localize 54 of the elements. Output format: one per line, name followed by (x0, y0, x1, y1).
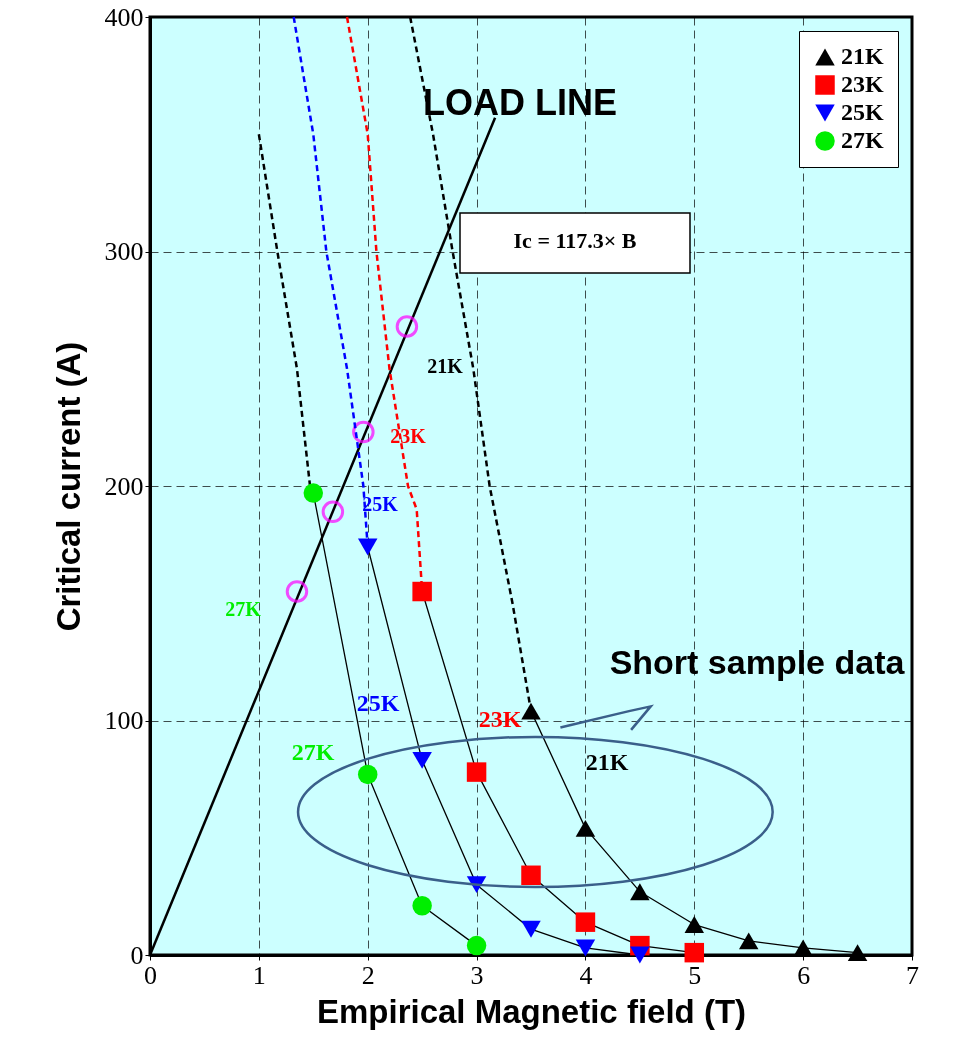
point (521, 865, 541, 886)
annotation: 25K (356, 690, 400, 716)
x-tick-label: 2 (361, 960, 375, 990)
x-tick-label: 3 (470, 960, 484, 990)
x-tick-label: 7 (906, 960, 919, 990)
annotation: LOAD LINE (423, 82, 617, 123)
point (321, 500, 345, 524)
annotation: Ic = 117.3× B (513, 228, 637, 254)
x-tick-label: 4 (579, 960, 593, 990)
annotation: 25K (362, 493, 399, 515)
point (285, 580, 309, 603)
x-axis-title: Empirical Magnetic field (T) (316, 992, 747, 1030)
point (630, 946, 650, 964)
point (793, 939, 813, 957)
annotation: 23K (390, 425, 427, 447)
x-tick-label: 5 (688, 960, 702, 990)
point (847, 944, 868, 962)
annotation: 27K (225, 598, 262, 620)
point (575, 939, 596, 957)
legend-label: 25K (841, 99, 884, 125)
point (575, 819, 596, 837)
point (395, 315, 419, 338)
point (466, 935, 487, 956)
legend-label: 21K (841, 43, 884, 69)
point (684, 916, 705, 933)
legend-label: 23K (841, 71, 884, 97)
point (412, 751, 432, 769)
point (357, 538, 378, 556)
point (738, 932, 759, 950)
point (521, 920, 541, 938)
y-tick-label: 300 (104, 237, 144, 266)
point (575, 912, 596, 932)
point (352, 420, 375, 444)
legend-label: 27K (841, 127, 884, 153)
annotation: 27K (291, 739, 335, 765)
point (466, 762, 487, 782)
y-axis-title: Critical current (A) (49, 341, 87, 632)
y-tick-label: 400 (104, 2, 144, 32)
point (357, 764, 378, 785)
annotation: Short sample data (609, 643, 906, 681)
annotation: 21K (427, 355, 464, 377)
point (630, 883, 650, 901)
point (684, 942, 705, 963)
point (412, 581, 432, 602)
point (521, 702, 541, 720)
point (303, 483, 324, 503)
y-tick-label: 0 (130, 940, 144, 970)
x-tick-label: 1 (252, 960, 266, 990)
annotation: 23K (478, 706, 522, 732)
y-tick-label: 200 (104, 471, 144, 501)
x-tick-label: 6 (797, 960, 811, 990)
y-tick-label: 100 (104, 706, 144, 735)
point (412, 896, 432, 916)
annotation: 21K (585, 749, 629, 775)
